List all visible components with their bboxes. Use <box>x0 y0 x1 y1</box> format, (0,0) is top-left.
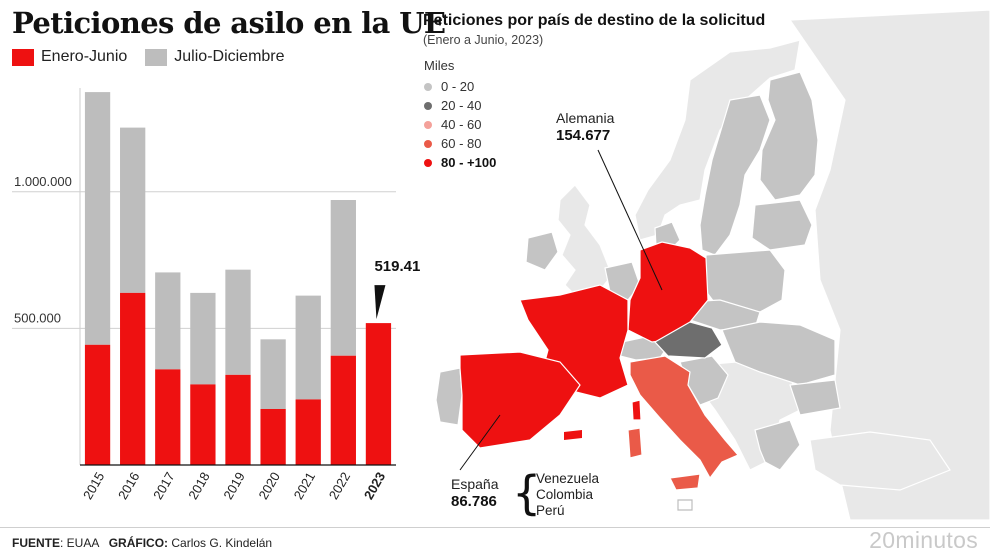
germany-value: 154.677 <box>556 127 611 144</box>
origin-item: Venezuela <box>536 471 600 486</box>
legend-label-enero-junio: Enero-Junio <box>41 48 128 65</box>
bar-segment-julio-diciembre <box>84 92 111 345</box>
footer-divider <box>0 527 990 528</box>
bar-segment-julio-diciembre <box>155 272 181 370</box>
spain-origins-list: Venezuela Colombia Perú <box>536 471 599 519</box>
land-corsica <box>631 399 642 421</box>
land-turkey <box>809 431 951 491</box>
land-spain <box>459 351 581 449</box>
map-legend-row: 60 - 80 <box>424 134 496 153</box>
bar-segment-enero-junio <box>155 369 181 465</box>
map-legend: Miles 0 - 20 20 - 40 40 - 60 60 - 80 80 … <box>424 58 496 172</box>
y-tick-label: 500.000 <box>14 310 61 325</box>
graphic-author: Carlos G. Kindelán <box>168 536 273 550</box>
land-baltics <box>751 199 813 251</box>
footer-credits: FUENTE: EUAA GRÁFICO: Carlos G. Kindelán <box>12 536 272 550</box>
graphic-label: GRÁFICO: <box>108 536 169 550</box>
map-legend-row: 0 - 20 <box>424 77 496 96</box>
legend-label-julio-diciembre: Julio-Diciembre <box>174 48 285 65</box>
bar-segment-julio-diciembre <box>330 200 356 356</box>
land-bulgaria <box>789 379 841 416</box>
bar-segment-julio-diciembre <box>225 269 251 375</box>
origin-item: Perú <box>536 503 565 518</box>
y-tick-label: 1.000.000 <box>14 174 72 189</box>
map-legend-title: Miles <box>424 58 455 73</box>
map-legend-label: 0 - 20 <box>441 79 475 94</box>
callout-pointer <box>374 285 386 320</box>
bar-segment-enero-junio <box>365 323 392 465</box>
map-legend-label: 80 - +100 <box>441 155 497 170</box>
brand-logo: 20minutos <box>869 527 978 553</box>
bar-segment-enero-junio <box>225 374 251 465</box>
map-top-countries <box>459 241 739 491</box>
bar-segment-enero-junio <box>330 355 356 465</box>
bar-segment-enero-junio <box>120 292 146 465</box>
bar-segment-enero-junio <box>260 408 286 465</box>
map-legend-dot <box>424 120 432 129</box>
land-cyprus <box>677 499 693 511</box>
legend-item-enero-junio: Enero-Junio <box>12 48 127 66</box>
legend-item-julio-diciembre: Julio-Diciembre <box>145 48 285 66</box>
map-subtitle: (Enero a Junio, 2023) <box>423 33 544 47</box>
map-legend-dot <box>424 101 432 110</box>
land-sardinia <box>627 427 643 459</box>
bar-segment-julio-diciembre <box>190 292 216 385</box>
chart-legend: Enero-Junio Julio-Diciembre <box>12 48 303 66</box>
europe-map <box>435 9 990 521</box>
map-legend-label: 40 - 60 <box>441 117 482 132</box>
spain-name: España <box>451 476 499 492</box>
map-legend-label: 20 - 40 <box>441 98 482 113</box>
land-portugal <box>435 367 463 426</box>
bar-segment-enero-junio <box>295 399 321 465</box>
map-legend-row: 20 - 40 <box>424 96 496 115</box>
bar-segment-julio-diciembre <box>120 127 146 293</box>
bar-segment-julio-diciembre <box>260 339 286 409</box>
land-italy <box>629 355 739 480</box>
origins-brace: { <box>512 466 542 520</box>
legend-swatch-enero-junio <box>12 48 34 66</box>
bar-segment-enero-junio <box>84 344 111 465</box>
map-legend-dot <box>424 158 432 167</box>
land-austria <box>654 321 723 359</box>
source-value: : EUAA <box>60 536 99 550</box>
spain-annotation: España 86.786 <box>451 476 498 510</box>
map-legend-row: 40 - 60 <box>424 115 496 134</box>
germany-annotation: Alemania 154.677 <box>556 110 614 144</box>
map-legend-dot <box>424 139 432 148</box>
land-sicily <box>669 473 701 491</box>
land-hungary-romania <box>721 321 836 386</box>
germany-name: Alemania <box>556 110 615 126</box>
land-uk <box>557 184 613 296</box>
origin-item: Colombia <box>536 487 594 502</box>
spain-value: 86.786 <box>451 493 497 510</box>
germany-leader-line <box>597 149 663 291</box>
bar-segment-enero-junio <box>190 384 216 465</box>
map-legend-dot <box>424 82 432 91</box>
map-title: Peticiones por país de destino de la sol… <box>423 12 766 29</box>
chart-title: Peticiones de asilo en la UE <box>12 6 446 40</box>
land-finland <box>759 71 819 201</box>
map-legend-label: 60 - 80 <box>441 136 482 151</box>
map-legend-row: 80 - +100 <box>424 153 496 172</box>
bar-segment-julio-diciembre <box>295 295 321 400</box>
land-norway <box>634 39 801 241</box>
highlight-value-label: 519.414 <box>374 258 420 275</box>
map-non-eu-landmass <box>557 9 990 521</box>
land-ireland <box>525 231 559 271</box>
legend-swatch-julio-diciembre <box>145 48 168 66</box>
land-sweden <box>699 94 771 256</box>
land-balearic <box>564 430 582 440</box>
source-label: FUENTE <box>12 536 60 550</box>
spain-leader-line <box>459 414 501 471</box>
land-greece <box>754 419 801 471</box>
